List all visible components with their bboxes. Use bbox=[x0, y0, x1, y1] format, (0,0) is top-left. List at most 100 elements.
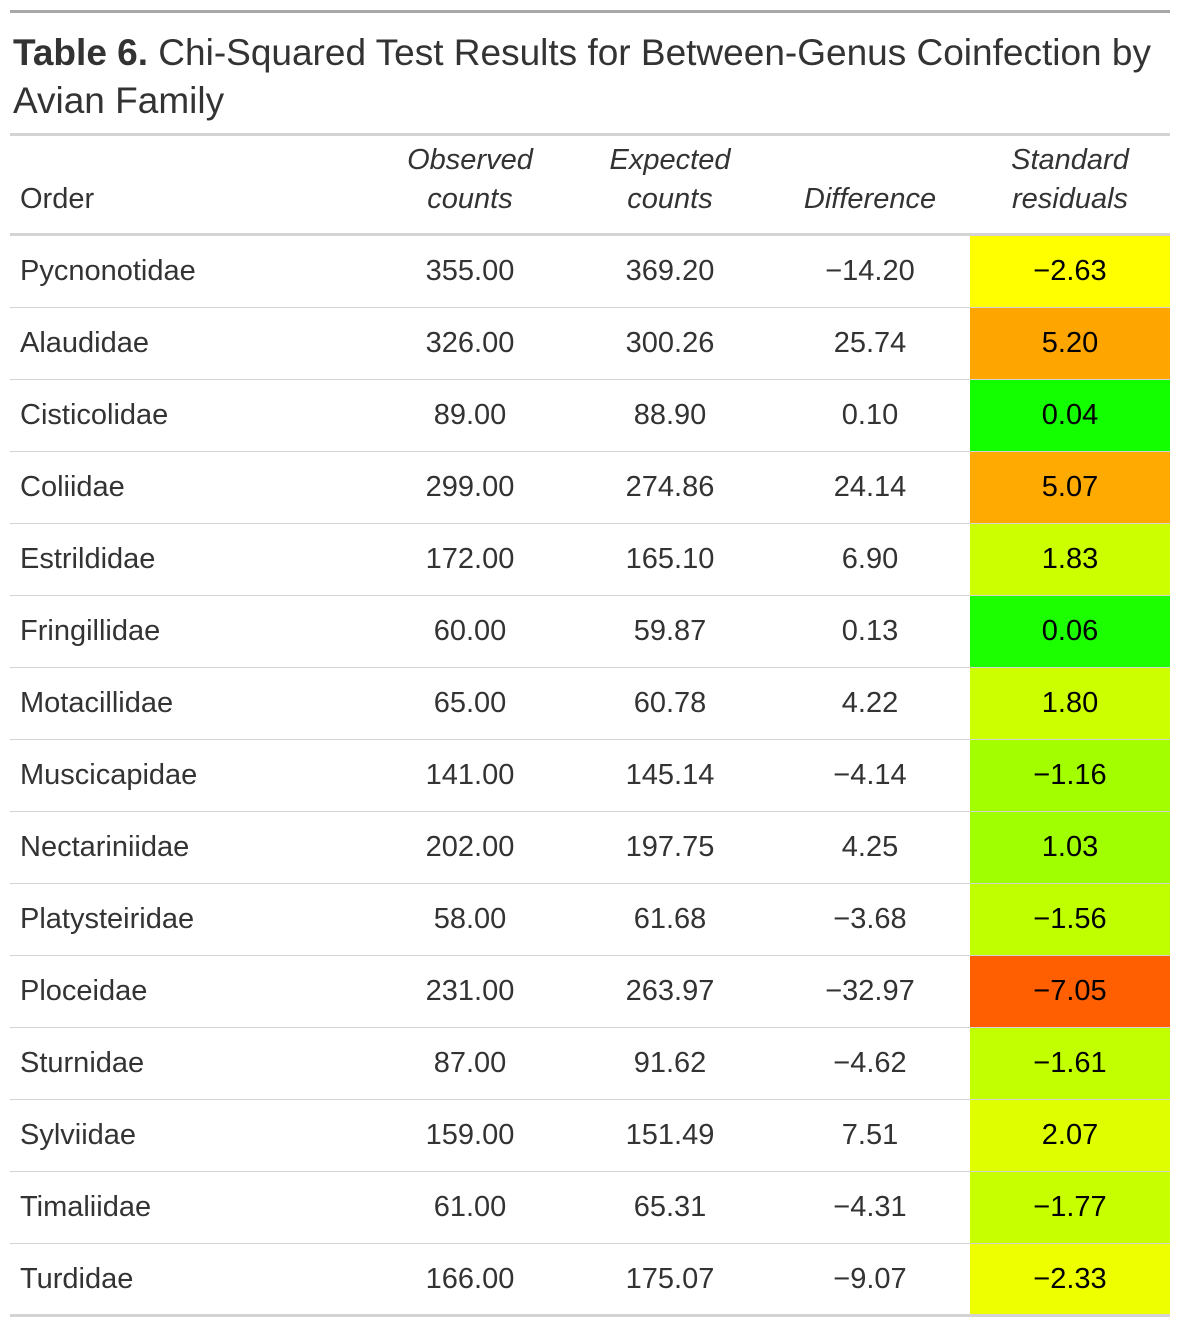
cell-order: Estrildidae bbox=[20, 543, 156, 575]
cell-residual: 1.83 bbox=[970, 524, 1170, 595]
cell-order: Sturnidae bbox=[20, 1047, 145, 1079]
cell-order: Fringillidae bbox=[20, 615, 161, 647]
cell-order: Muscicapidae bbox=[20, 759, 198, 791]
cell-observed: 87.00 bbox=[433, 1047, 507, 1079]
header-observed-counts: Observed counts bbox=[407, 144, 533, 215]
cell-order: Turdidae bbox=[20, 1262, 134, 1295]
cell-expected: 197.75 bbox=[625, 831, 715, 863]
cell-order: Alaudidae bbox=[20, 327, 149, 359]
cell-order: Ploceidae bbox=[20, 975, 148, 1007]
cell-difference: −3.68 bbox=[833, 903, 907, 935]
cell-residual: −1.61 bbox=[970, 1028, 1170, 1099]
cell-order: Platysteiridae bbox=[20, 903, 195, 935]
cell-difference: −4.31 bbox=[833, 1191, 907, 1223]
cell-expected: 91.62 bbox=[633, 1047, 707, 1079]
cell-observed: 89.00 bbox=[433, 399, 507, 431]
table-row: Estrildidae 172.00 165.10 6.90 1.83 bbox=[10, 524, 1170, 596]
cell-difference: 4.22 bbox=[841, 687, 899, 719]
cell-difference: 25.74 bbox=[833, 327, 907, 359]
cell-order: Motacillidae bbox=[20, 687, 174, 719]
cell-expected: 88.90 bbox=[633, 399, 707, 431]
cell-expected: 369.20 bbox=[625, 255, 715, 287]
cell-difference: 24.14 bbox=[833, 471, 907, 503]
header-row: Order Observed counts Expected counts Di… bbox=[10, 136, 1170, 236]
table-number: Table 6. bbox=[13, 32, 149, 73]
table-row: Alaudidae 326.00 300.26 25.74 5.20 bbox=[10, 308, 1170, 380]
cell-difference: 0.10 bbox=[841, 399, 899, 431]
cell-expected: 60.78 bbox=[633, 687, 707, 719]
cell-observed: 355.00 bbox=[425, 255, 515, 287]
cell-expected: 165.10 bbox=[625, 543, 715, 575]
table-body: Pycnonotidae 355.00 369.20 −14.20 −2.63 Alaud… bbox=[10, 236, 1170, 1317]
cell-observed: 326.00 bbox=[425, 327, 515, 359]
cell-expected: 151.49 bbox=[625, 1119, 715, 1151]
cell-expected: 175.07 bbox=[625, 1262, 715, 1295]
table-row: Cisticolidae 89.00 88.90 0.10 0.04 bbox=[10, 380, 1170, 452]
cell-difference: 6.90 bbox=[841, 543, 899, 575]
cell-order: Nectariniidae bbox=[20, 831, 190, 863]
cell-observed: 61.00 bbox=[433, 1191, 507, 1223]
table-row: Coliidae 299.00 274.86 24.14 5.07 bbox=[10, 452, 1170, 524]
cell-expected: 61.68 bbox=[633, 903, 707, 935]
table-row: Ploceidae 231.00 263.97 −32.97 −7.05 bbox=[10, 956, 1170, 1028]
cell-observed: 65.00 bbox=[433, 687, 507, 719]
cell-expected: 65.31 bbox=[633, 1191, 707, 1223]
cell-observed: 60.00 bbox=[433, 615, 507, 647]
cell-observed: 166.00 bbox=[425, 1262, 515, 1295]
cell-residual: −1.56 bbox=[970, 884, 1170, 955]
table-caption: Table 6. Chi-Squared Test Results for Be… bbox=[10, 13, 1170, 133]
cell-residual: 0.06 bbox=[970, 596, 1170, 667]
cell-order: Pycnonotidae bbox=[20, 255, 196, 287]
cell-residual: −7.05 bbox=[970, 956, 1170, 1027]
cell-order: Coliidae bbox=[20, 471, 125, 503]
cell-difference: −4.14 bbox=[833, 759, 907, 791]
cell-residual: −1.77 bbox=[970, 1172, 1170, 1243]
table-row: Fringillidae 60.00 59.87 0.13 0.06 bbox=[10, 596, 1170, 668]
cell-observed: 231.00 bbox=[425, 975, 515, 1007]
cell-difference: −14.20 bbox=[825, 255, 915, 287]
table-row: Motacillidae 65.00 60.78 4.22 1.80 bbox=[10, 668, 1170, 740]
cell-residual: 2.07 bbox=[970, 1100, 1170, 1171]
cell-observed: 58.00 bbox=[433, 903, 507, 935]
table-row: Sylviidae 159.00 151.49 7.51 2.07 bbox=[10, 1100, 1170, 1172]
cell-expected: 300.26 bbox=[625, 327, 715, 359]
cell-order: Sylviidae bbox=[20, 1119, 137, 1151]
cell-observed: 159.00 bbox=[425, 1119, 515, 1151]
table-row: Platysteiridae 58.00 61.68 −3.68 −1.56 bbox=[10, 884, 1170, 956]
cell-expected: 59.87 bbox=[633, 615, 707, 647]
top-rule bbox=[10, 10, 1170, 13]
cell-difference: 7.51 bbox=[841, 1119, 899, 1151]
table-row: Sturnidae 87.00 91.62 −4.62 −1.61 bbox=[10, 1028, 1170, 1100]
cell-order: Timaliidae bbox=[20, 1191, 152, 1223]
cell-observed: 299.00 bbox=[425, 471, 515, 503]
cell-residual: 5.20 bbox=[970, 308, 1170, 379]
header-standard-residuals: Standard residuals bbox=[1011, 144, 1129, 215]
cell-difference: 0.13 bbox=[841, 615, 899, 647]
cell-residual: 5.07 bbox=[970, 452, 1170, 523]
table-title: Chi-Squared Test Results for Between-Gen… bbox=[13, 32, 1151, 121]
table-row: Timaliidae 61.00 65.31 −4.31 −1.77 bbox=[10, 1172, 1170, 1244]
cell-observed: 172.00 bbox=[425, 543, 515, 575]
cell-order: Cisticolidae bbox=[20, 399, 169, 431]
caption-rule bbox=[10, 133, 1170, 136]
results-table: Table 6. Chi-Squared Test Results for Be… bbox=[10, 10, 1170, 1317]
cell-difference: −4.62 bbox=[833, 1047, 907, 1079]
cell-observed: 141.00 bbox=[425, 759, 515, 791]
header-expected-counts: Expected counts bbox=[609, 144, 731, 215]
cell-observed: 202.00 bbox=[425, 831, 515, 863]
cell-residual: −2.63 bbox=[970, 236, 1170, 307]
header-order: Order bbox=[20, 183, 95, 215]
cell-expected: 263.97 bbox=[625, 975, 715, 1007]
cell-residual: 0.04 bbox=[970, 380, 1170, 451]
cell-residual: −1.16 bbox=[970, 740, 1170, 811]
cell-expected: 274.86 bbox=[625, 471, 715, 503]
cell-residual: 1.03 bbox=[970, 812, 1170, 883]
table-row: Nectariniidae 202.00 197.75 4.25 1.03 bbox=[10, 812, 1170, 884]
cell-difference: −9.07 bbox=[833, 1262, 907, 1295]
table-row: Muscicapidae 141.00 145.14 −4.14 −1.16 bbox=[10, 740, 1170, 812]
cell-residual: −2.33 bbox=[970, 1244, 1170, 1314]
header-difference: Difference bbox=[803, 183, 937, 215]
cell-difference: −32.97 bbox=[825, 975, 915, 1007]
table-row: Turdidae 166.00 175.07 −9.07 −2.33 bbox=[10, 1244, 1170, 1317]
cell-residual: 1.80 bbox=[970, 668, 1170, 739]
